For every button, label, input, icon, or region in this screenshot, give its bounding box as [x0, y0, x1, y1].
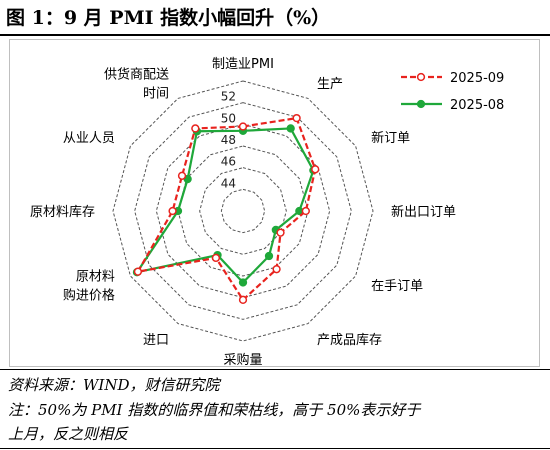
- figure-title: 图 1：9 月 PMI 指数小幅回升（%）: [6, 7, 331, 29]
- data-point: [177, 171, 187, 180]
- axis-category-label: 制造业PMI: [212, 57, 274, 72]
- data-point: [191, 124, 200, 133]
- legend-swatch-marker: [416, 99, 426, 109]
- legend-label: 2025-08: [450, 98, 504, 113]
- bottom-rule: [0, 369, 550, 370]
- data-point: [276, 228, 285, 237]
- axis-category-label: 供货商配送时间: [104, 66, 169, 101]
- axis-category-label: 原材料库存: [30, 204, 95, 220]
- axis-category-label: 新订单: [371, 130, 410, 146]
- series-line: [135, 127, 315, 284]
- axis-category-label: 新出口订单: [391, 204, 456, 220]
- data-point: [301, 206, 310, 216]
- page-end-rule: [0, 448, 550, 449]
- axis-category-label: 产成品库存: [317, 332, 382, 348]
- grid-ring: [112, 80, 374, 342]
- data-point: [238, 122, 248, 131]
- footnote-line-2: 上月，反之则相反: [8, 425, 129, 443]
- data-point: [133, 267, 143, 276]
- footnote-line-1: 注：50%为 PMI 指数的临界值和荣枯线，高于 50%表示好于: [8, 401, 421, 419]
- data-point: [168, 206, 177, 216]
- data-point: [286, 124, 295, 133]
- axis-category-label: 在手订单: [371, 279, 423, 294]
- axis-category-label: 进口: [143, 333, 169, 348]
- axis-category-label: 采购量: [223, 352, 262, 366]
- top-rule: [0, 34, 550, 36]
- source-note: 资料来源：WIND，财信研究院: [8, 376, 220, 394]
- legend-label: 2025-09: [450, 71, 504, 86]
- axis-category-label: 生产: [317, 77, 343, 92]
- data-point: [264, 251, 274, 261]
- axis-category-label: 从业人员: [63, 131, 115, 146]
- grid-ring: [177, 145, 309, 277]
- axis-category-label: 原材料购进价格: [63, 270, 115, 304]
- tick-label: 44: [221, 176, 236, 190]
- tick-label: 48: [221, 133, 236, 147]
- tick-label: 52: [221, 90, 236, 104]
- data-point: [292, 113, 301, 123]
- chart-frame: 44 46 48 50 52 制造业PMI 生产新订单新出口订单在手订单产成品库存采购量 进口…: [9, 39, 540, 367]
- tick-label: 50: [221, 111, 236, 125]
- grid-ring: [134, 102, 352, 320]
- grid-ring: [220, 188, 266, 234]
- legend-swatch-marker: [416, 72, 426, 82]
- tick-label: 46: [221, 155, 236, 169]
- data-point: [238, 278, 248, 287]
- data-point: [311, 165, 320, 174]
- data-point: [211, 253, 221, 263]
- data-point: [272, 265, 281, 274]
- data-point: [238, 295, 248, 304]
